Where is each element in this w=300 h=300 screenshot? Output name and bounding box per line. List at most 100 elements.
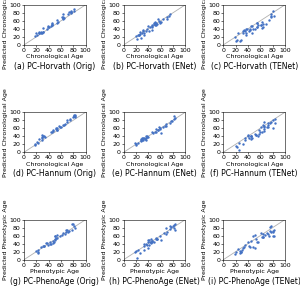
Point <box>243 30 248 35</box>
Point <box>133 249 138 254</box>
Point <box>68 118 73 123</box>
Point <box>45 27 50 32</box>
Point <box>158 20 162 24</box>
Point <box>242 245 247 250</box>
Point <box>258 125 263 130</box>
Point <box>246 240 251 244</box>
Point <box>54 126 59 131</box>
Point <box>50 21 55 26</box>
Point <box>142 247 146 252</box>
Point <box>36 30 41 35</box>
Point <box>144 137 149 142</box>
Point <box>40 30 44 35</box>
Point <box>158 127 163 131</box>
Point <box>165 16 170 21</box>
Point <box>139 139 144 143</box>
Point <box>54 126 59 130</box>
Point <box>150 22 155 27</box>
Point <box>61 123 66 128</box>
Point <box>33 33 38 38</box>
Point <box>143 133 148 138</box>
Point <box>147 238 152 243</box>
Point <box>172 228 177 232</box>
Point <box>141 136 146 140</box>
Point <box>250 27 255 32</box>
Point <box>154 21 159 26</box>
Point <box>150 24 155 28</box>
Point <box>241 246 246 250</box>
Point <box>156 17 161 22</box>
Point <box>241 28 246 33</box>
Point <box>47 25 52 29</box>
Point <box>68 11 73 15</box>
Point <box>260 22 265 27</box>
Point <box>50 23 55 28</box>
X-axis label: Chronological Age: Chronological Age <box>126 55 183 59</box>
Point <box>37 137 42 142</box>
Point <box>254 132 258 137</box>
Point <box>153 22 158 26</box>
Point <box>62 15 67 20</box>
Point <box>158 233 162 238</box>
Point <box>233 34 238 39</box>
Point <box>261 127 266 131</box>
Point <box>39 30 44 34</box>
Point <box>57 124 62 129</box>
Text: (f) PC-Hannum (TENet): (f) PC-Hannum (TENet) <box>210 169 298 178</box>
Point <box>154 235 158 240</box>
Point <box>271 229 275 234</box>
Y-axis label: Predicted Chronological Age: Predicted Chronological Age <box>3 88 8 177</box>
Point <box>171 116 176 121</box>
Point <box>157 126 162 131</box>
Point <box>41 244 46 249</box>
Point <box>143 28 148 33</box>
Point <box>69 9 74 14</box>
Point <box>148 240 153 244</box>
Point <box>172 226 177 231</box>
Y-axis label: Predicted Chronological Age: Predicted Chronological Age <box>102 0 107 69</box>
Point <box>232 252 237 257</box>
Point <box>46 24 50 28</box>
Y-axis label: Predicted Phenotypic Age: Predicted Phenotypic Age <box>202 200 207 280</box>
Point <box>36 140 40 145</box>
Point <box>137 32 142 37</box>
Point <box>142 244 147 249</box>
Point <box>249 238 254 243</box>
Point <box>64 117 69 122</box>
Point <box>60 232 65 237</box>
Point <box>238 251 242 256</box>
Point <box>259 130 264 134</box>
Point <box>48 240 52 245</box>
Point <box>61 12 66 17</box>
Point <box>153 127 158 132</box>
Point <box>251 234 256 239</box>
Point <box>71 224 76 229</box>
Point <box>272 14 277 18</box>
Point <box>236 247 240 251</box>
Point <box>65 120 70 124</box>
Point <box>140 137 145 142</box>
Point <box>149 241 154 245</box>
Point <box>234 250 239 255</box>
Point <box>60 230 65 235</box>
Point <box>266 125 270 130</box>
Point <box>248 27 252 32</box>
Point <box>154 237 159 242</box>
Point <box>261 25 266 29</box>
Point <box>153 129 158 134</box>
Point <box>262 119 267 124</box>
Point <box>135 255 140 260</box>
Y-axis label: Predicted Chronological Age: Predicted Chronological Age <box>3 0 8 69</box>
Point <box>72 114 77 119</box>
Point <box>164 15 169 20</box>
Point <box>50 129 55 134</box>
Point <box>152 22 156 27</box>
X-axis label: Chronological Age: Chronological Age <box>26 162 83 167</box>
Text: (e) PC-Hannum (ENet): (e) PC-Hannum (ENet) <box>112 169 197 178</box>
Point <box>248 133 253 138</box>
Point <box>250 30 255 35</box>
Point <box>241 141 246 146</box>
Point <box>157 124 162 129</box>
Point <box>270 9 275 14</box>
Point <box>258 22 263 27</box>
